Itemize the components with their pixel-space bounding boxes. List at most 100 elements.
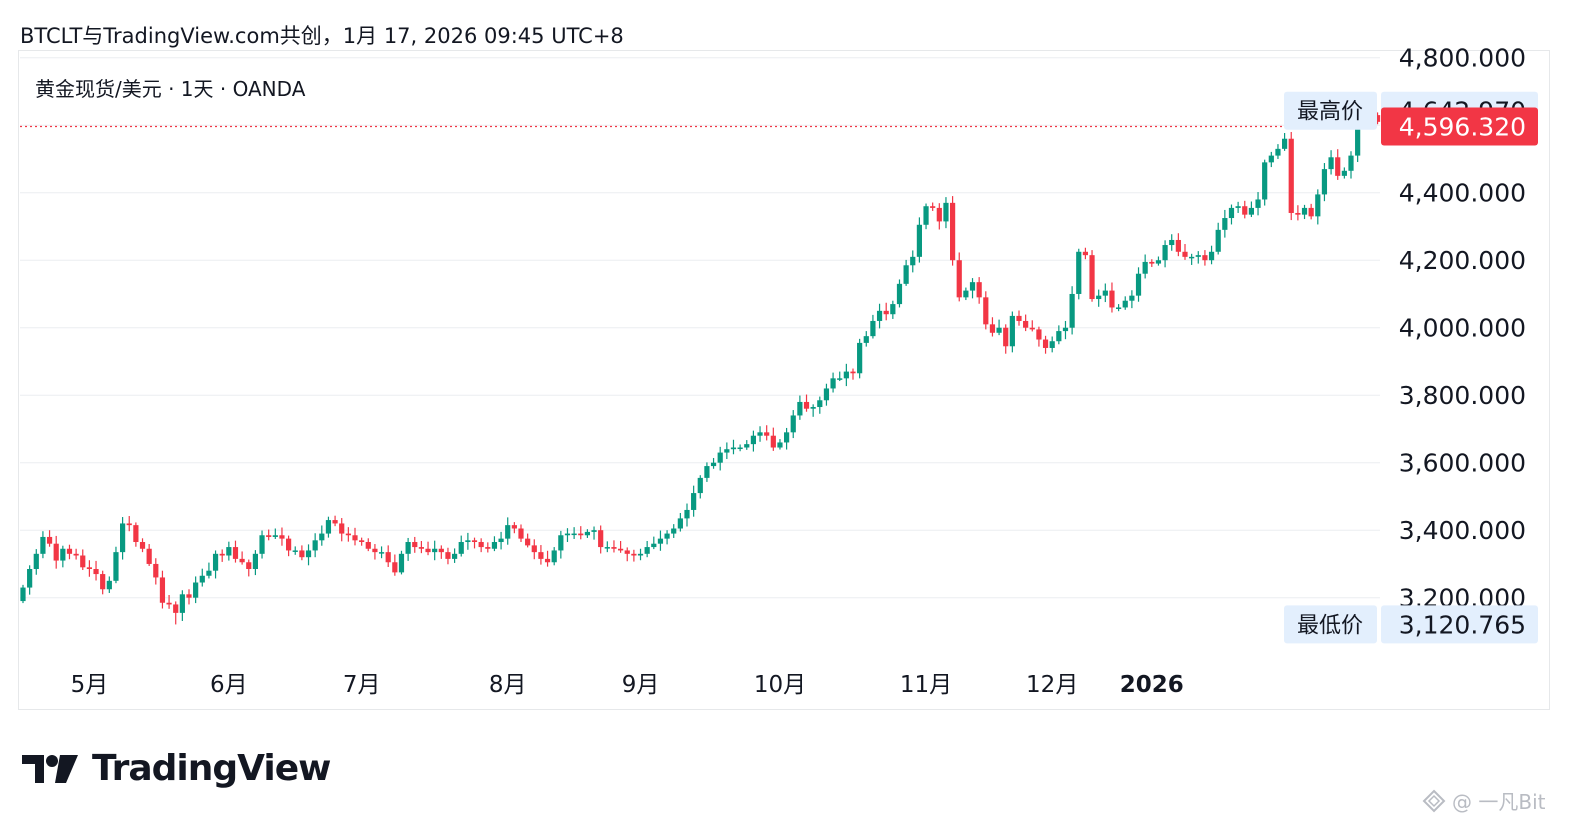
candle-body xyxy=(1049,341,1055,348)
x-axis: 5月 6月 7月 8月 9月 10月 11月 12月 2026 xyxy=(71,672,1184,698)
candle-body xyxy=(558,535,564,551)
candle-body xyxy=(757,432,763,436)
tradingview-logo: TradingView xyxy=(22,748,331,789)
candle-body xyxy=(823,388,830,401)
candle-body xyxy=(1182,251,1188,257)
candle-body xyxy=(432,548,438,553)
candle-body xyxy=(27,569,33,588)
candle-body xyxy=(505,525,511,539)
candle-body xyxy=(186,594,192,598)
candle-body xyxy=(206,570,212,576)
chart-frame[interactable] xyxy=(18,50,1550,710)
candle-body xyxy=(279,535,285,539)
candle-body xyxy=(1076,251,1082,294)
candle-body xyxy=(33,553,39,570)
candle-body xyxy=(126,523,132,526)
current-price-value: 4,596.320 xyxy=(1399,112,1526,141)
candle-body xyxy=(644,547,650,554)
candle-body xyxy=(1155,260,1162,264)
candle-body xyxy=(1122,300,1128,308)
candle-body xyxy=(246,562,252,570)
candle-body xyxy=(1262,162,1268,200)
candle-body xyxy=(458,542,464,554)
tradingview-logo-icon xyxy=(22,754,78,783)
candle-body xyxy=(153,563,159,578)
candle-body xyxy=(1142,261,1148,274)
candle-body xyxy=(943,202,949,222)
candle-body xyxy=(1029,327,1035,330)
candle-body xyxy=(325,520,332,534)
candle-body xyxy=(710,462,717,467)
candle-body xyxy=(73,553,79,556)
low-price-label: 最低价 xyxy=(1297,613,1363,638)
candle-body xyxy=(604,547,610,549)
candle-body xyxy=(1062,327,1069,332)
candle-body xyxy=(133,525,139,543)
candle-body xyxy=(744,444,750,448)
candle-body xyxy=(910,256,916,266)
candle-body xyxy=(392,562,398,573)
candle-body xyxy=(1003,327,1009,347)
candle-body xyxy=(677,518,683,529)
candle-body xyxy=(46,536,53,544)
watermark: @ 一凡Bit xyxy=(1422,786,1545,815)
candle-body xyxy=(1228,207,1235,219)
candle-body xyxy=(199,575,205,583)
candle-body xyxy=(1162,245,1168,261)
candle-body xyxy=(319,533,325,541)
candle-body xyxy=(830,378,836,389)
candle-body xyxy=(365,542,371,549)
candle-body xyxy=(378,552,385,554)
candle-body xyxy=(671,528,677,534)
candle-body xyxy=(724,449,730,453)
candle-body xyxy=(212,553,219,571)
candle-body xyxy=(471,540,478,543)
candle-body xyxy=(664,533,670,539)
candle-body xyxy=(531,545,537,553)
candle-body xyxy=(398,553,405,573)
candle-body xyxy=(551,550,557,563)
candle-body xyxy=(903,265,909,284)
candle-body xyxy=(730,447,737,450)
candle-body xyxy=(1328,157,1334,170)
candle-body xyxy=(159,577,166,603)
candle-body xyxy=(750,435,756,445)
candle-body xyxy=(1069,293,1075,328)
candle-body xyxy=(1116,307,1122,309)
candle-body xyxy=(1301,207,1308,215)
candle-body xyxy=(266,535,272,537)
candle-body xyxy=(1268,155,1274,163)
candle-body xyxy=(1215,229,1221,252)
instrument-label[interactable]: 黄金现货/美元 · 1天 · OANDA xyxy=(35,77,306,101)
candle-body xyxy=(876,310,883,321)
candle-body xyxy=(1308,207,1314,217)
candle-body xyxy=(405,542,411,554)
low-price-value-bg xyxy=(1381,605,1538,644)
candle-body xyxy=(1355,118,1361,156)
candle-body xyxy=(485,547,491,549)
candle-body xyxy=(1109,290,1115,308)
candle-body xyxy=(817,400,823,408)
candle-body xyxy=(737,447,743,450)
tradingview-logo-text: TradingView xyxy=(92,748,331,789)
candle-body xyxy=(651,543,657,548)
candle-body xyxy=(950,202,956,261)
candle-body xyxy=(465,540,471,543)
candle-body xyxy=(618,548,624,551)
candle-body xyxy=(976,282,982,298)
candle-body xyxy=(339,523,345,534)
candle-body xyxy=(100,574,106,590)
candle-body xyxy=(764,432,770,436)
candle-body xyxy=(518,528,524,539)
candle-body xyxy=(631,553,637,556)
candle-body xyxy=(106,580,112,590)
chart-header-title: BTCLT与TradingView.com共创，1月 17, 2026 09:4… xyxy=(20,24,624,48)
candle-body xyxy=(1042,339,1049,348)
candle-body xyxy=(332,520,338,524)
candle-body xyxy=(359,540,365,543)
y-tick-label: 3,800.000 xyxy=(1399,381,1526,410)
grid-lines xyxy=(20,57,1380,599)
candle-body xyxy=(890,304,896,315)
